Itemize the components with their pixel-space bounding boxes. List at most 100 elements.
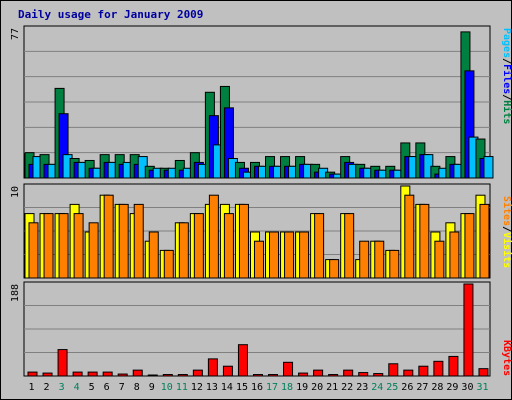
x-tick-label-day-16: 16 <box>251 382 263 393</box>
bar-sites-day-28 <box>434 240 445 279</box>
bar-sites-day-11 <box>178 222 189 279</box>
panel-visits_sites: 10 <box>10 183 491 279</box>
bar-sites-day-27 <box>419 203 430 279</box>
bar-sites-day-2 <box>43 213 54 279</box>
x-tick-label-day-5: 5 <box>89 382 95 393</box>
bar-kbytes-day-28 <box>433 360 444 377</box>
bar-sites-day-21 <box>329 259 340 279</box>
x-tick-label-day-25: 25 <box>386 382 398 393</box>
bar-sites-day-22 <box>344 213 355 279</box>
x-tick-label-day-1: 1 <box>29 382 35 393</box>
x-tick-label-day-3: 3 <box>59 382 65 393</box>
bar-pages-day-31 <box>483 156 494 179</box>
x-tick-label-day-14: 14 <box>221 382 233 393</box>
side-legend-part: / <box>501 226 512 232</box>
x-tick-label-day-23: 23 <box>356 382 368 393</box>
bar-sites-day-26 <box>404 194 415 279</box>
x-tick-label-day-17: 17 <box>266 382 278 393</box>
bar-kbytes-day-11 <box>177 374 188 377</box>
bar-kbytes-day-18 <box>283 361 294 377</box>
bar-sites-day-29 <box>449 231 460 279</box>
bar-sites-day-1 <box>28 222 39 279</box>
side-legend-side_labels_3: KBytes <box>501 340 512 376</box>
side-legend-part: KBytes <box>501 340 512 376</box>
bar-kbytes-day-23 <box>358 372 369 377</box>
bar-sites-day-23 <box>359 240 370 279</box>
x-tick-label-day-10: 10 <box>161 382 173 393</box>
bar-sites-day-5 <box>88 222 99 279</box>
chart-title: Daily usage for January 2009 <box>18 8 203 21</box>
bar-sites-day-10 <box>163 249 174 279</box>
bar-kbytes-day-25 <box>388 363 399 377</box>
bar-sites-day-9 <box>148 231 159 279</box>
x-tick-label-day-15: 15 <box>236 382 248 393</box>
bar-kbytes-day-6 <box>102 371 113 377</box>
bar-sites-day-20 <box>314 213 325 279</box>
bar-kbytes-day-9 <box>147 374 158 377</box>
bar-kbytes-day-17 <box>268 374 279 377</box>
bar-kbytes-day-15 <box>237 344 248 377</box>
side-legend-part: / <box>501 58 512 64</box>
x-tick-label-day-11: 11 <box>176 382 188 393</box>
y-max-label: 77 <box>10 28 21 40</box>
bar-kbytes-day-7 <box>117 373 128 377</box>
bar-kbytes-day-3 <box>57 349 68 377</box>
bar-kbytes-day-13 <box>207 358 218 377</box>
bar-kbytes-day-30 <box>463 283 474 377</box>
bar-kbytes-day-26 <box>403 369 414 377</box>
side-legend-part: Pages <box>501 28 512 58</box>
x-tick-label-day-18: 18 <box>281 382 293 393</box>
bar-sites-day-7 <box>118 203 129 279</box>
x-tick-label-day-7: 7 <box>119 382 125 393</box>
side-legend-part: / <box>501 94 512 100</box>
bar-kbytes-day-21 <box>328 374 339 377</box>
bar-sites-day-17 <box>269 231 280 279</box>
bar-kbytes-day-8 <box>132 369 143 377</box>
side-legend-part: Visits <box>501 232 512 268</box>
x-tick-label-day-21: 21 <box>326 382 338 393</box>
bar-kbytes-day-10 <box>162 374 173 377</box>
x-tick-label-day-2: 2 <box>44 382 50 393</box>
bar-kbytes-day-24 <box>373 373 384 377</box>
bar-kbytes-day-12 <box>192 369 203 377</box>
x-tick-label-day-8: 8 <box>134 382 140 393</box>
bar-kbytes-day-14 <box>222 365 233 377</box>
x-tick-label-day-31: 31 <box>476 382 488 393</box>
side-legend-part: Hits <box>501 100 512 124</box>
x-axis-day-labels: 1 2 3 4 5 6 7 8 9 10 11 12 13 14 15 16 17 18 19 20 21 22 23 24 2… <box>29 382 489 393</box>
bar-kbytes-day-16 <box>252 374 263 377</box>
x-tick-label-day-26: 26 <box>401 382 413 393</box>
bar-sites-day-30 <box>464 213 475 279</box>
bar-kbytes-day-1 <box>27 371 38 377</box>
x-tick-label-day-29: 29 <box>446 382 458 393</box>
bar-sites-day-24 <box>374 240 385 279</box>
bar-sites-day-15 <box>238 203 249 279</box>
bar-sites-day-6 <box>103 194 114 279</box>
bar-kbytes-day-5 <box>87 371 98 377</box>
x-tick-label-day-13: 13 <box>206 382 218 393</box>
x-tick-label-day-28: 28 <box>431 382 443 393</box>
bar-sites-day-18 <box>284 231 295 279</box>
x-tick-label-day-19: 19 <box>296 382 308 393</box>
bar-kbytes-day-19 <box>298 372 309 377</box>
y-max-label: 10 <box>10 186 21 198</box>
x-tick-label-day-6: 6 <box>104 382 110 393</box>
side-legend-side_labels: Pages/Files/Hits <box>501 28 512 124</box>
panel-hits_files_pages: 77 <box>10 25 494 179</box>
bar-sites-day-19 <box>299 231 310 279</box>
bar-sites-day-25 <box>389 249 400 279</box>
bar-sites-day-13 <box>208 194 219 279</box>
x-tick-label-day-9: 9 <box>149 382 155 393</box>
bar-sites-day-12 <box>193 213 204 279</box>
x-tick-label-day-30: 30 <box>461 382 473 393</box>
x-tick-label-day-4: 4 <box>74 382 80 393</box>
bar-kbytes-day-29 <box>448 355 459 377</box>
bar-sites-day-31 <box>479 203 490 279</box>
bar-kbytes-day-22 <box>343 369 354 377</box>
bar-sites-day-4 <box>73 213 84 279</box>
chart-panels: 77 10 188 <box>10 25 494 377</box>
bar-kbytes-day-31 <box>478 368 489 377</box>
x-tick-label-day-27: 27 <box>416 382 428 393</box>
